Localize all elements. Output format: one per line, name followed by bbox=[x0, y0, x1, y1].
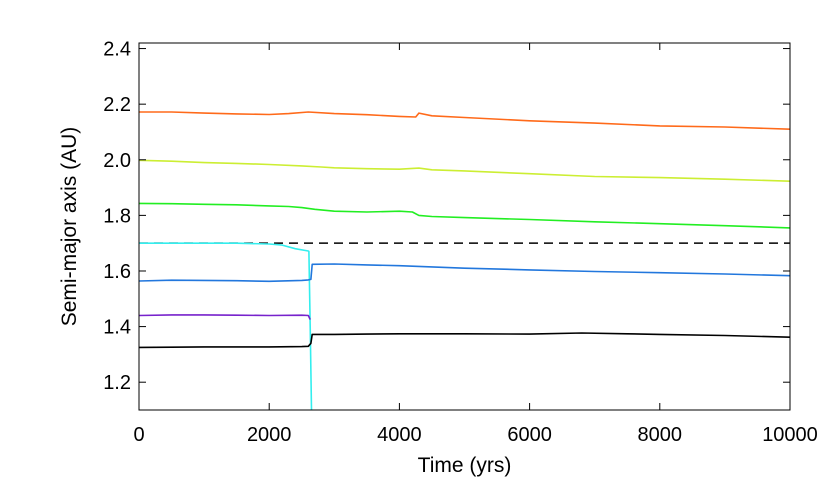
plot-frame bbox=[138, 42, 791, 411]
y-tick-label: 1.4 bbox=[103, 317, 131, 339]
series-line-3 bbox=[138, 202, 791, 229]
x-tick-label: 6000 bbox=[507, 424, 552, 446]
series-line-1 bbox=[139, 111, 791, 130]
y-tick-label: 1.8 bbox=[103, 205, 131, 227]
y-tick-label: 1.6 bbox=[103, 261, 131, 283]
axis-ticks: 0 2000 4000 6000 8000 10000 1.2 1.4 1.6 1.8 2.0 2.2… bbox=[103, 39, 818, 446]
series-line-4 bbox=[139, 242, 313, 411]
series-line-5 bbox=[138, 263, 791, 283]
y-tick-label: 2.4 bbox=[103, 39, 131, 61]
y-tick-label: 2.2 bbox=[103, 94, 131, 116]
series-line-6 bbox=[138, 314, 311, 320]
y-axis-title: Semi-major axis (AU) bbox=[58, 127, 81, 327]
x-tick-label: 10000 bbox=[762, 424, 818, 446]
plot-area bbox=[138, 111, 791, 411]
series-line-7 bbox=[138, 332, 791, 349]
x-tick-label: 2000 bbox=[247, 424, 292, 446]
x-axis-title: Time (yrs) bbox=[418, 454, 512, 477]
y-tick-label: 2.0 bbox=[103, 150, 131, 172]
x-tick-label: 4000 bbox=[377, 424, 422, 446]
y-tick-label: 1.2 bbox=[103, 372, 131, 394]
series-line-2 bbox=[138, 159, 791, 182]
x-tick-label: 0 bbox=[133, 424, 144, 446]
x-tick-label: 8000 bbox=[638, 424, 683, 446]
